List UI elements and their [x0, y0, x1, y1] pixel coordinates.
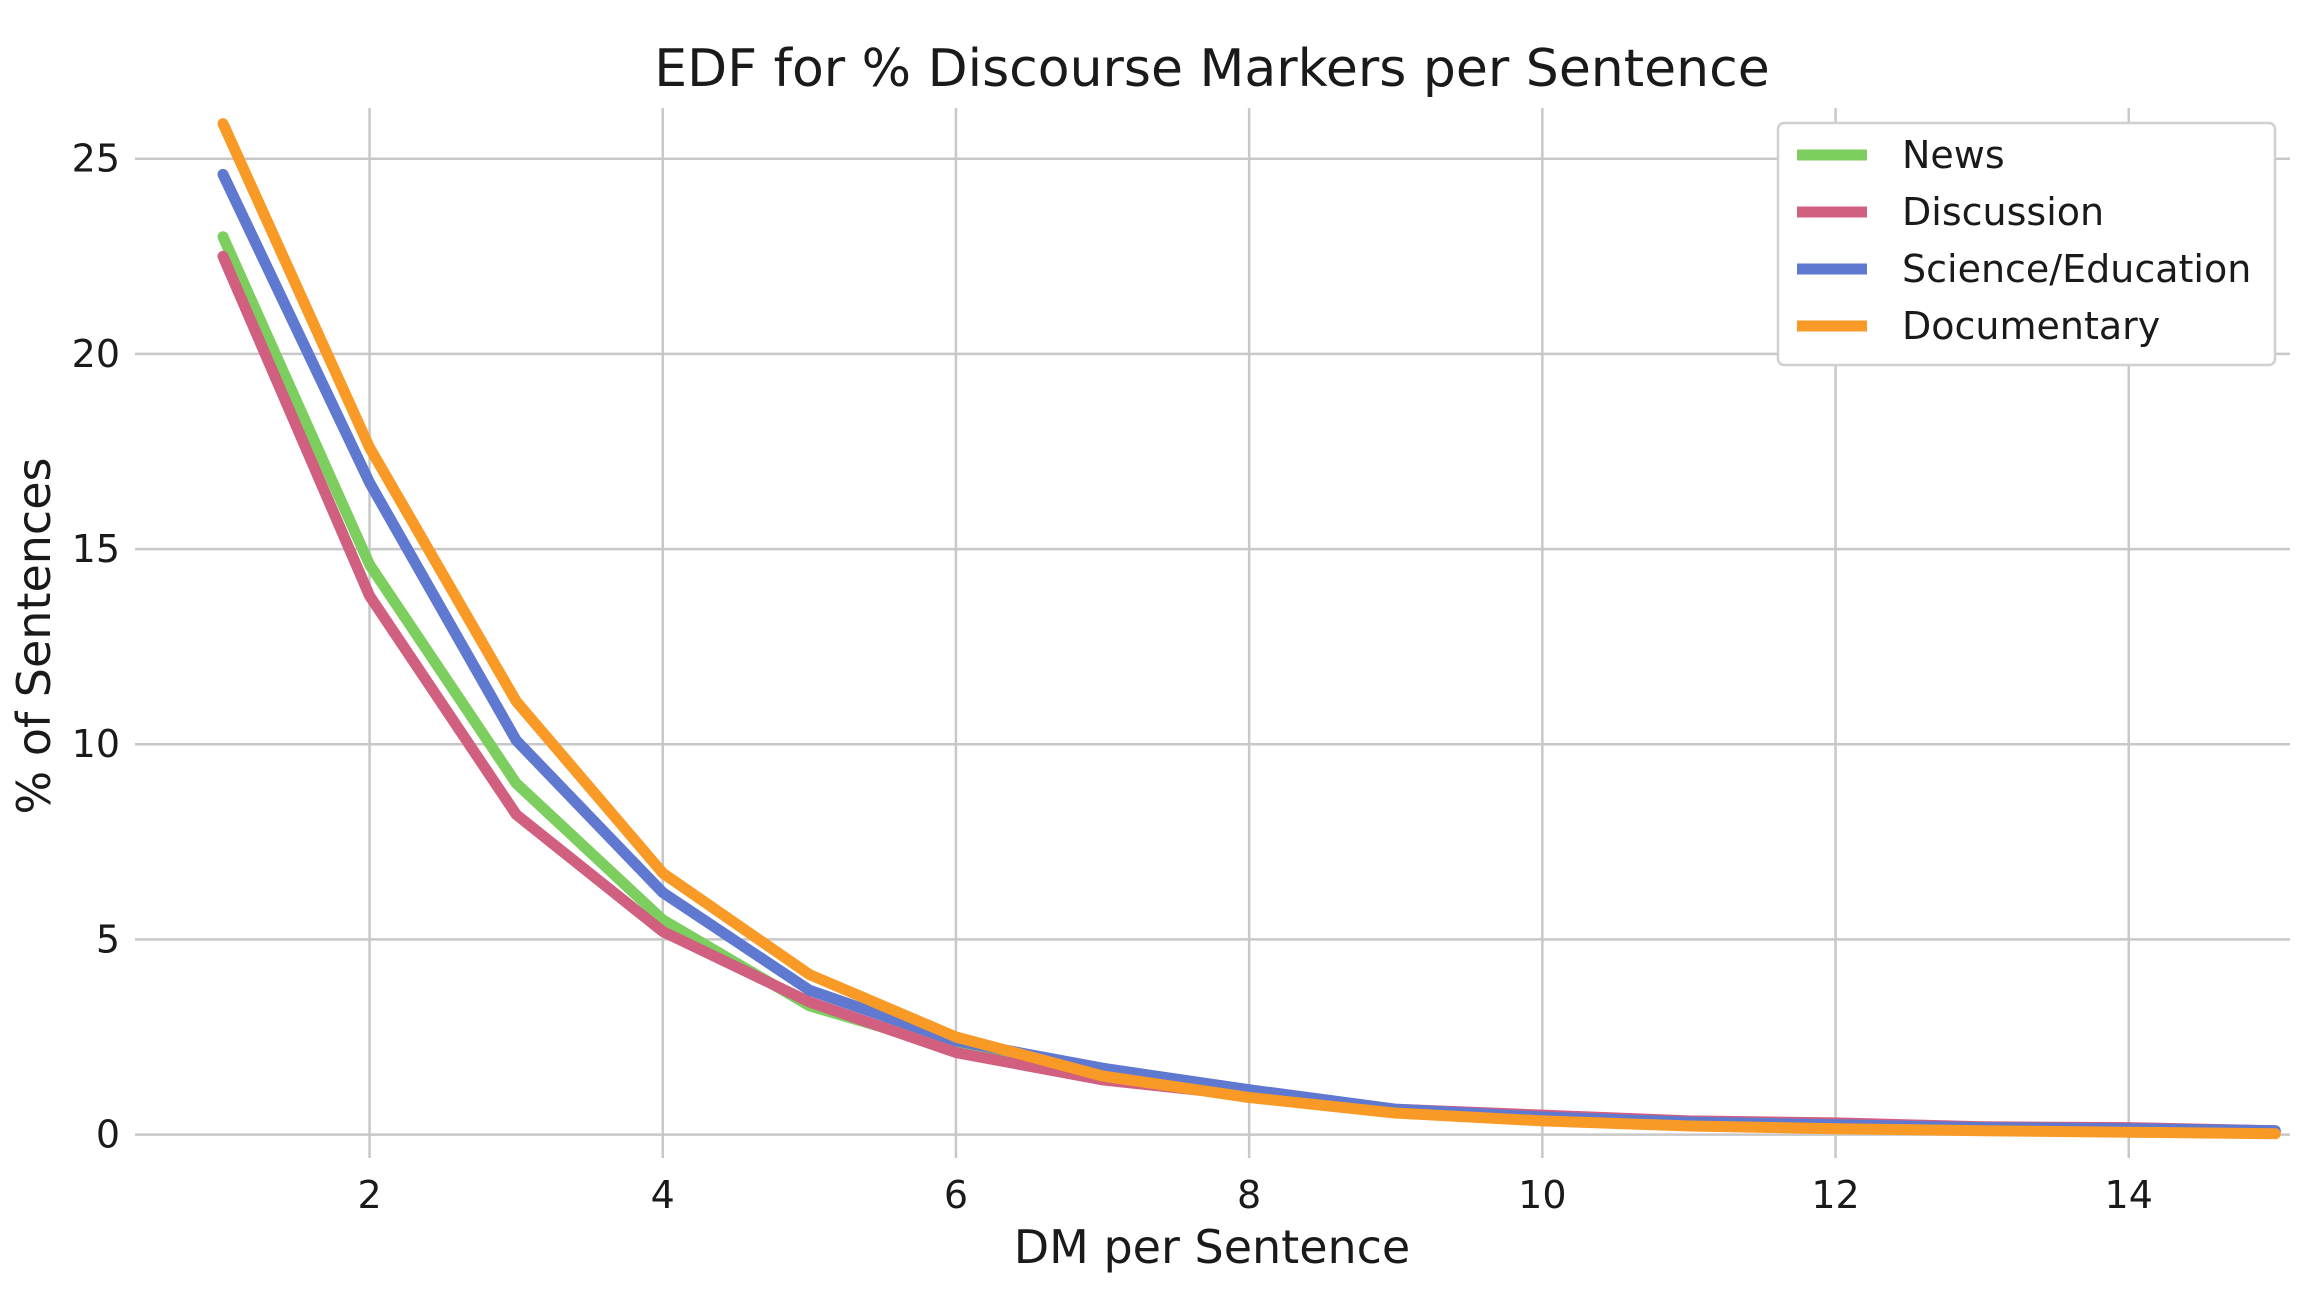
- legend-label: Documentary: [1902, 304, 2160, 348]
- x-tick-label: 4: [651, 1173, 675, 1217]
- y-tick-label: 10: [72, 722, 120, 766]
- chart-title: EDF for % Discourse Markers per Sentence: [654, 39, 1769, 99]
- x-tick-label: 10: [1518, 1173, 1566, 1217]
- x-tick-label: 12: [1811, 1173, 1859, 1217]
- x-tick-label: 14: [2105, 1173, 2153, 1217]
- series-lines: [217, 118, 2281, 1140]
- y-tick-label: 15: [72, 527, 120, 571]
- y-tick-label: 20: [72, 332, 120, 376]
- y-axis-label: % of Sentences: [7, 458, 61, 815]
- legend-frame: [1776, 121, 2277, 367]
- y-tick-label: 25: [72, 137, 120, 181]
- legend-label: Science/Education: [1902, 247, 2251, 291]
- series-line: [217, 118, 2281, 1140]
- y-tick-label: 5: [96, 917, 120, 961]
- legend-items: News Discussion Science/Education Documenta…: [1797, 133, 2251, 348]
- legend-label: News: [1902, 133, 2005, 177]
- tick-labels: 2 4 6 8 10 12 14 0 5 10 15 20 25: [72, 137, 2153, 1217]
- y-tick-label: 0: [96, 1113, 120, 1157]
- legend: News Discussion Science/Education Documenta…: [1776, 121, 2277, 367]
- x-tick-label: 6: [944, 1173, 968, 1217]
- legend-label: Discussion: [1902, 190, 2104, 234]
- x-tick-label: 2: [357, 1173, 381, 1217]
- x-axis-label: DM per Sentence: [1014, 1220, 1411, 1274]
- x-tick-label: 8: [1237, 1173, 1261, 1217]
